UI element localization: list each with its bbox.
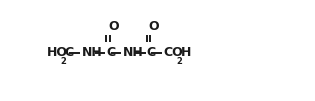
Text: O: O (108, 20, 119, 33)
Text: O: O (148, 20, 159, 33)
Text: CO: CO (163, 46, 183, 59)
Text: C: C (106, 46, 115, 59)
Text: H: H (180, 46, 191, 59)
Text: 2: 2 (177, 57, 182, 66)
Text: C: C (147, 46, 156, 59)
Text: NH: NH (82, 46, 102, 59)
Text: NH: NH (122, 46, 143, 59)
Text: HO: HO (47, 46, 68, 59)
Text: C: C (65, 46, 74, 59)
Text: 2: 2 (61, 57, 67, 66)
